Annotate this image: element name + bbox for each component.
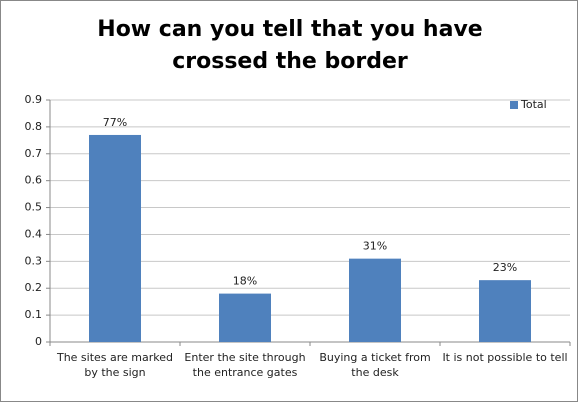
x-label-box: It is not possible to tell	[442, 351, 568, 364]
bar	[89, 134, 141, 342]
value-label: 31%	[363, 240, 387, 253]
y-tick-label: 0.6	[25, 174, 43, 187]
y-tick-label: 0.5	[25, 201, 43, 214]
value-label: 77%	[103, 116, 127, 129]
bar	[349, 258, 401, 342]
legend-swatch	[510, 101, 518, 109]
y-tick-label: 0.2	[25, 281, 43, 294]
bar	[479, 280, 531, 342]
title-box: How can you tell that you have crossed t…	[97, 17, 483, 74]
x-label-box: Buying a ticket from the desk	[319, 351, 431, 379]
legend-label: Total	[520, 98, 547, 111]
y-tick-label: 0	[35, 335, 42, 348]
x-tick-label: Buying a ticket from the desk	[319, 351, 431, 379]
x-label-box: The sites are marked by the sign	[56, 351, 174, 379]
value-label: 18%	[233, 275, 257, 288]
y-tick-label: 0.8	[25, 120, 43, 133]
y-tick-label: 0.4	[25, 227, 43, 240]
x-tick-label: Enter the site through the entrance gate…	[184, 351, 306, 379]
y-tick-label: 0.1	[25, 308, 43, 321]
y-tick-label: 0.3	[25, 254, 43, 267]
value-label: 23%	[493, 261, 517, 274]
bar	[219, 293, 271, 342]
chart-title: How can you tell that you have crossed t…	[97, 17, 483, 74]
x-tick-label: The sites are marked by the sign	[56, 351, 174, 379]
x-label-box: Enter the site through the entrance gate…	[184, 351, 306, 379]
y-tick-label: 0.7	[25, 147, 43, 160]
x-tick-label: It is not possible to tell	[442, 351, 568, 364]
y-tick-label: 0.9	[25, 93, 43, 106]
